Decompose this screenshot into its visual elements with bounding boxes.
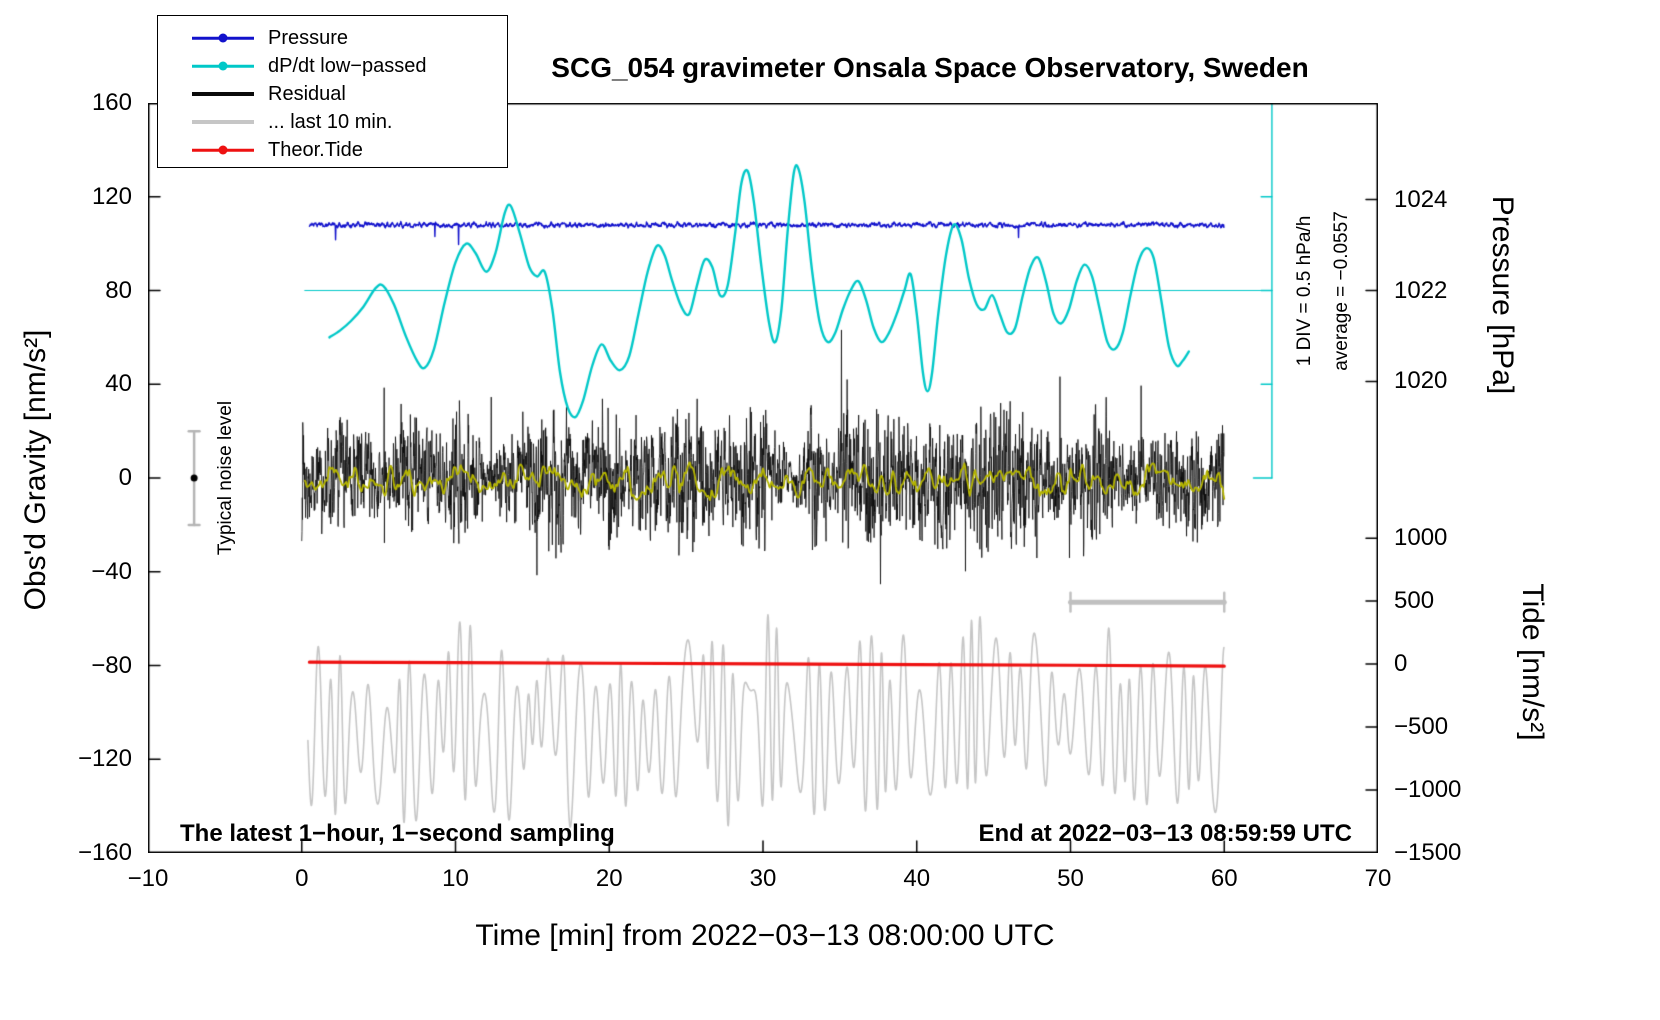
time-tick-label: 0 [295, 865, 309, 892]
legend-item-label: Residual [268, 82, 346, 105]
time-tick-label: 70 [1364, 865, 1392, 892]
gravity-tick-label: −120 [77, 745, 132, 773]
chart-title: SCG_054 gravimeter Onsala Space Observat… [551, 52, 1309, 83]
residual-line-swatch-icon [192, 89, 254, 99]
time-tick-label: 10 [442, 865, 469, 892]
tide-tick-label: 1000 [1394, 524, 1448, 552]
legend-item-label: Pressure [268, 26, 349, 49]
y-axis-title-gravity: Obs'd Gravity [nm/s²] [19, 329, 52, 611]
x-axis-title: Time [min] from 2022−03−13 08:00:00 UTC [475, 919, 1055, 952]
gravity-tick-label: −80 [91, 651, 132, 679]
div-scale-annotation: 1 DIV = 0.5 hPa/h [1294, 215, 1315, 367]
gravity-tick-label: 160 [91, 89, 132, 116]
y-axis-title-pressure: Pressure [hPa] [1486, 195, 1519, 395]
legend-item-residual: Residual [192, 80, 507, 108]
time-tick-label: 20 [595, 865, 623, 892]
dpdt-lowpass-line-swatch-icon [192, 61, 254, 71]
pressure-tick-label: 1022 [1394, 276, 1448, 304]
legend-item-last-10-min: ... last 10 min. [192, 108, 507, 136]
legend-item-dpdt-lowpass: dP/dt low−passed [192, 52, 507, 80]
time-tick-label: −10 [127, 865, 169, 892]
legend-item-label: Theor.Tide [268, 138, 363, 161]
sampling-info-text: The latest 1−hour, 1−second sampling [180, 820, 615, 847]
legend-item-label: dP/dt low−passed [268, 54, 427, 77]
tide-tick-label: −1000 [1394, 775, 1462, 803]
y-axis-title-tide: Tide [nm/s²] [1516, 583, 1549, 741]
gravity-tick-label: −160 [77, 839, 132, 866]
tide-tick-label: −1500 [1394, 839, 1462, 866]
theor-tide-line-swatch-icon [192, 145, 254, 155]
time-tick-label: 30 [749, 865, 777, 892]
pressure-line-swatch-icon [192, 33, 254, 43]
gravity-tick-label: 80 [105, 276, 132, 304]
legend: Pressure dP/dt low−passed Residual ... last… [157, 15, 508, 168]
tide-tick-label: 500 [1394, 587, 1435, 615]
chart-canvas [148, 103, 1378, 853]
legend-item-theor-tide: Theor.Tide [192, 136, 507, 164]
time-tick-label: 50 [1057, 865, 1084, 892]
last-10-min-line-swatch-icon [192, 117, 254, 127]
legend-item-pressure: Pressure [192, 24, 507, 52]
tide-tick-label: −500 [1394, 712, 1449, 740]
noise-level-annotation: Typical noise level [215, 400, 236, 556]
plot-area [148, 103, 1378, 853]
time-tick-label: 40 [903, 865, 931, 892]
pressure-tick-label: 1024 [1394, 185, 1448, 213]
average-annotation: average = −0.0557 [1331, 211, 1352, 371]
gravity-tick-label: 120 [91, 182, 132, 210]
end-time-text: End at 2022−03−13 08:59:59 UTC [978, 820, 1352, 847]
pressure-tick-label: 1020 [1394, 367, 1448, 395]
legend-item-label: ... last 10 min. [268, 110, 393, 133]
tide-tick-label: 0 [1394, 650, 1408, 678]
time-tick-label: 60 [1210, 865, 1238, 892]
